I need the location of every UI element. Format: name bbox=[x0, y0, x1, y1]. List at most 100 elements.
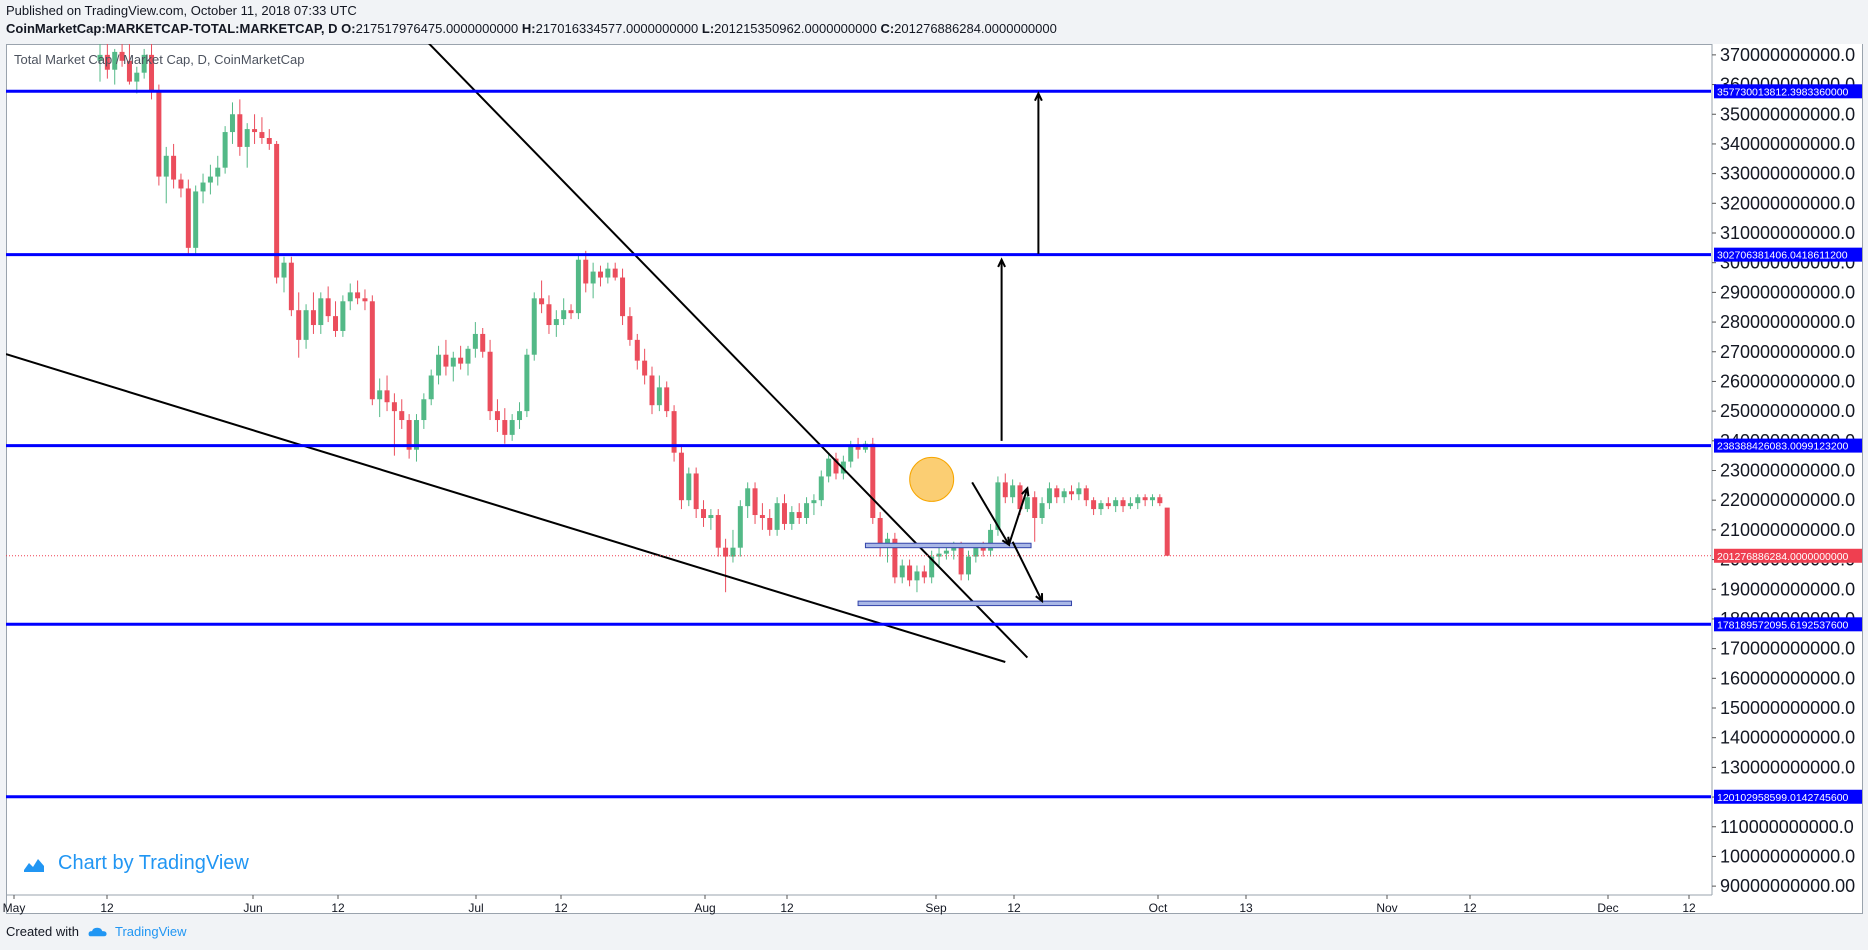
ohlc-key: C: bbox=[876, 21, 895, 36]
candle-body bbox=[259, 132, 265, 138]
candle-body bbox=[266, 138, 272, 144]
candle-body bbox=[480, 333, 486, 352]
candle-body bbox=[517, 411, 523, 421]
x-tick-label: Nov bbox=[1376, 901, 1397, 915]
candle-body bbox=[413, 420, 419, 450]
candle-body bbox=[1149, 497, 1155, 501]
candle-body bbox=[281, 262, 287, 278]
candle-body bbox=[1142, 497, 1148, 501]
candle-body bbox=[509, 420, 515, 435]
candle-body bbox=[818, 476, 824, 501]
y-tick-label: 340000000000.0 bbox=[1720, 134, 1855, 154]
candle-body bbox=[97, 54, 103, 61]
candle-body bbox=[1157, 497, 1163, 504]
y-tick-label: 90000000000.00 bbox=[1720, 876, 1855, 896]
candle-body bbox=[892, 538, 898, 578]
candle-body bbox=[421, 399, 427, 421]
candle-body bbox=[1098, 503, 1104, 510]
candle-body bbox=[1039, 503, 1045, 518]
candle-body bbox=[921, 571, 927, 578]
candle-body bbox=[561, 310, 567, 320]
candle-body bbox=[274, 143, 280, 278]
y-tick-label: 370000000000.0 bbox=[1720, 45, 1855, 65]
level-price-tag bbox=[1714, 789, 1862, 804]
price-axis: 90000000000.00 100000000000.0 110000000000… bbox=[1712, 45, 1862, 896]
level-price-label: 120102958599.0142745600 bbox=[1717, 792, 1849, 804]
candle-body bbox=[222, 132, 228, 168]
path-arrow-down-1 bbox=[971, 481, 1010, 546]
ohlc-value: 201215350962.0000000000 bbox=[714, 21, 877, 36]
watermark-text: Chart by TradingView bbox=[58, 852, 249, 874]
level-price-tag bbox=[1714, 84, 1862, 99]
candle-body bbox=[502, 420, 508, 435]
x-tick-label: Dec bbox=[1597, 901, 1618, 915]
candle-body bbox=[524, 354, 530, 412]
ohlc-key: L: bbox=[698, 21, 715, 36]
candle-body bbox=[134, 72, 140, 82]
plot-area bbox=[6, 44, 1711, 799]
candle-body bbox=[759, 515, 765, 518]
tradingview-link[interactable]: TradingView bbox=[87, 924, 187, 939]
y-tick-label: 190000000000.0 bbox=[1720, 579, 1855, 599]
level-price-tag bbox=[1714, 438, 1862, 453]
candle-body bbox=[693, 473, 699, 510]
level-price-label: 302706381406.0418611200 bbox=[1717, 250, 1848, 262]
candle-body bbox=[789, 512, 795, 524]
candle-body bbox=[156, 90, 162, 177]
candle-body bbox=[104, 54, 110, 70]
x-tick-label: 12 bbox=[554, 901, 568, 915]
candle-body bbox=[428, 375, 434, 400]
chart-legend: Total Market Cap / Market Cap, D, CoinMa… bbox=[14, 52, 305, 67]
candle-body bbox=[597, 271, 603, 278]
candle-body bbox=[1164, 507, 1170, 556]
candle-body bbox=[229, 114, 235, 133]
candle-body bbox=[929, 556, 935, 578]
candle-body bbox=[318, 298, 324, 326]
y-tick-label: 210000000000.0 bbox=[1720, 520, 1855, 540]
candle-body bbox=[126, 60, 132, 82]
candle-body bbox=[575, 259, 581, 314]
candle-body bbox=[1091, 500, 1097, 510]
x-tick-label: Oct bbox=[1149, 901, 1168, 915]
x-tick-label: Jul bbox=[468, 901, 483, 915]
candle-body bbox=[590, 271, 596, 284]
x-tick-label: Aug bbox=[694, 901, 715, 915]
candle-body bbox=[436, 354, 442, 376]
candle-body bbox=[980, 547, 986, 551]
candle-body bbox=[200, 182, 206, 192]
candle-body bbox=[804, 503, 810, 518]
target-arrow-1-head bbox=[997, 257, 1006, 268]
candle-body bbox=[826, 458, 832, 477]
candle-body bbox=[664, 387, 670, 412]
candle-body bbox=[1083, 488, 1089, 501]
candle-body bbox=[296, 310, 302, 340]
ohlc-key: O: bbox=[341, 21, 356, 36]
support-zone-upper bbox=[864, 542, 1032, 549]
y-tick-label: 130000000000.0 bbox=[1720, 757, 1855, 777]
level-price-label: 357730013812.3983360000 bbox=[1717, 86, 1849, 98]
candle-body bbox=[568, 310, 574, 314]
candle-body bbox=[458, 357, 464, 364]
tradingview-watermark[interactable]: Chart by TradingView bbox=[22, 852, 249, 875]
candle-body bbox=[1002, 482, 1008, 498]
candle-body bbox=[1113, 500, 1119, 507]
candle-body bbox=[1076, 488, 1082, 495]
candle-body bbox=[369, 301, 375, 400]
y-tick-label: 230000000000.0 bbox=[1720, 461, 1855, 481]
x-tick-label: 12 bbox=[1007, 901, 1021, 915]
last-price-label: 201276886284.0000000000 bbox=[1717, 551, 1849, 563]
candle-body bbox=[855, 446, 861, 450]
x-tick-label: 12 bbox=[780, 901, 794, 915]
x-tick-label: May bbox=[3, 901, 26, 915]
y-tick-label: 220000000000.0 bbox=[1720, 490, 1855, 510]
candle-body bbox=[333, 316, 339, 331]
x-tick-label: 12 bbox=[100, 901, 114, 915]
candle-body bbox=[907, 565, 913, 581]
candle-body bbox=[605, 268, 611, 278]
candle-body bbox=[1024, 497, 1030, 510]
candle-body bbox=[811, 500, 817, 504]
ohlc-value: 217517976475.0000000000 bbox=[355, 21, 519, 36]
x-tick-label: Sep bbox=[925, 901, 947, 915]
candle-body bbox=[406, 420, 412, 450]
